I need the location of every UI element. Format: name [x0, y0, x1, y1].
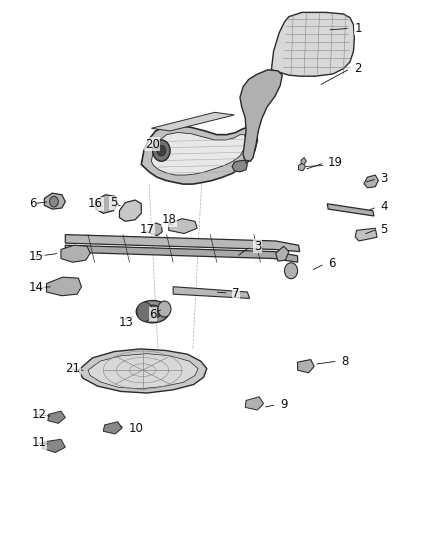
Circle shape	[152, 140, 170, 161]
Text: 6: 6	[149, 308, 157, 321]
Text: 9: 9	[280, 398, 288, 411]
Polygon shape	[298, 163, 305, 171]
Text: 7: 7	[232, 287, 240, 300]
Polygon shape	[65, 235, 300, 252]
Polygon shape	[151, 112, 234, 131]
Polygon shape	[173, 287, 250, 298]
Text: 12: 12	[31, 408, 46, 421]
Polygon shape	[42, 439, 65, 453]
Polygon shape	[141, 126, 258, 184]
Polygon shape	[169, 219, 197, 233]
Circle shape	[137, 302, 152, 321]
Text: 5: 5	[110, 196, 117, 209]
Text: 11: 11	[31, 437, 46, 449]
Text: 10: 10	[128, 422, 143, 434]
Text: 17: 17	[140, 223, 155, 236]
Polygon shape	[150, 223, 162, 236]
Text: 20: 20	[145, 138, 160, 151]
Text: 18: 18	[161, 213, 176, 226]
Polygon shape	[240, 70, 283, 161]
Polygon shape	[301, 158, 306, 165]
Polygon shape	[151, 133, 246, 175]
Text: 6: 6	[29, 197, 37, 211]
Text: 14: 14	[29, 281, 44, 294]
Circle shape	[285, 263, 297, 279]
Polygon shape	[297, 360, 314, 373]
Text: 21: 21	[65, 362, 80, 375]
Circle shape	[49, 196, 58, 207]
Ellipse shape	[144, 305, 162, 318]
Polygon shape	[46, 277, 81, 296]
Polygon shape	[61, 245, 90, 262]
Polygon shape	[232, 160, 247, 172]
Polygon shape	[103, 422, 122, 434]
Text: 6: 6	[328, 257, 336, 270]
Text: 3: 3	[381, 172, 388, 185]
Polygon shape	[276, 246, 289, 261]
Polygon shape	[48, 411, 65, 423]
Circle shape	[157, 146, 166, 156]
Polygon shape	[78, 349, 207, 393]
Polygon shape	[120, 200, 141, 221]
Text: 4: 4	[381, 200, 388, 213]
Polygon shape	[355, 228, 377, 241]
Polygon shape	[96, 195, 118, 213]
Text: 3: 3	[254, 240, 261, 253]
Polygon shape	[364, 175, 378, 188]
Text: 16: 16	[88, 197, 103, 211]
Text: 8: 8	[341, 354, 349, 368]
Polygon shape	[327, 204, 374, 216]
Text: 5: 5	[381, 223, 388, 236]
Polygon shape	[65, 245, 297, 262]
Ellipse shape	[136, 301, 169, 323]
Polygon shape	[44, 193, 65, 209]
Polygon shape	[245, 397, 264, 410]
Text: 19: 19	[328, 156, 343, 169]
Circle shape	[158, 301, 171, 317]
Text: 15: 15	[29, 251, 44, 263]
Polygon shape	[272, 12, 354, 76]
Text: 13: 13	[119, 316, 134, 329]
Text: 2: 2	[354, 62, 362, 75]
Polygon shape	[88, 354, 198, 389]
Text: 1: 1	[354, 22, 362, 35]
